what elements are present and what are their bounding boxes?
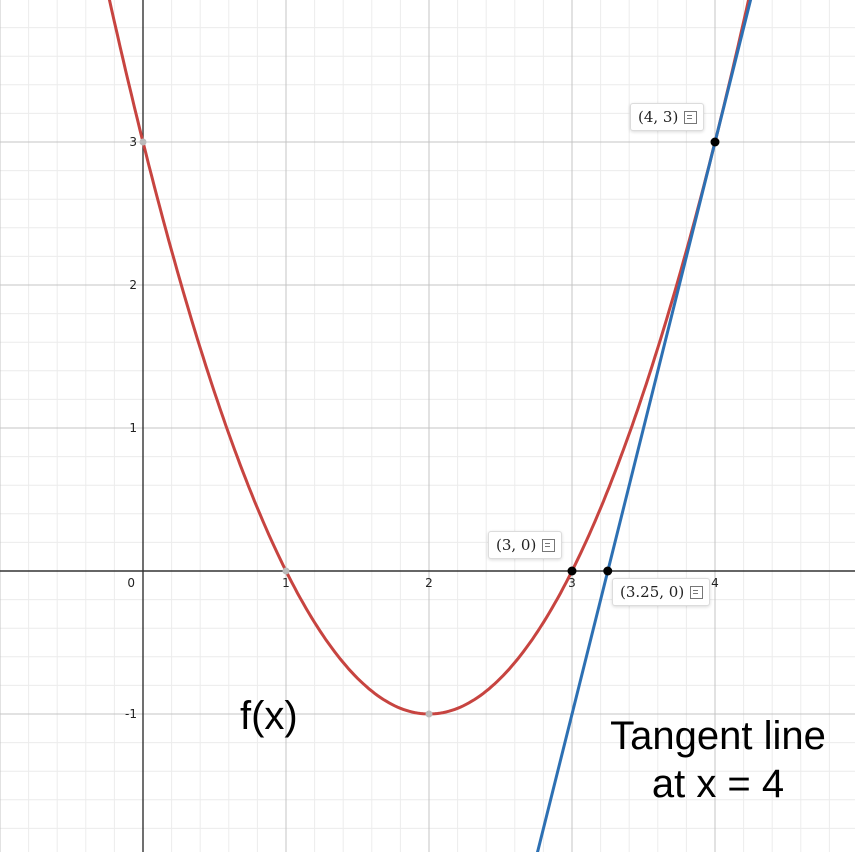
- curve-feature-point: [139, 138, 147, 146]
- curve-feature-point: [282, 567, 290, 575]
- point-label-3-0-text: (3, 0): [496, 536, 537, 554]
- y-tick-label: 1: [129, 421, 137, 435]
- note-icon[interactable]: [690, 585, 704, 599]
- curve-feature-point: [425, 710, 433, 718]
- tangent-label-line1: Tangent line: [610, 714, 826, 758]
- point-label-3-0[interactable]: (3, 0): [488, 531, 563, 559]
- x-tick-label: 4: [711, 576, 719, 590]
- data-point: [567, 566, 577, 576]
- data-point: [710, 137, 720, 147]
- data-point: [603, 566, 613, 576]
- points: [139, 137, 720, 718]
- x-tick-label: 1: [282, 576, 290, 590]
- y-tick-label: 2: [129, 278, 137, 292]
- note-icon[interactable]: [542, 538, 556, 552]
- point-label-4-3-text: (4, 3): [638, 108, 679, 126]
- tick-labels: 0 1 2 3 4 -1 1 2 3: [125, 135, 719, 721]
- tick-label-origin: 0: [127, 576, 135, 590]
- note-icon[interactable]: [684, 110, 698, 124]
- x-tick-label: 3: [568, 576, 576, 590]
- y-tick-label: -1: [125, 707, 137, 721]
- y-tick-label: 3: [129, 135, 137, 149]
- point-label-3-25-0-text: (3.25, 0): [620, 583, 685, 601]
- x-tick-label: 2: [425, 576, 433, 590]
- point-label-3-25-0[interactable]: (3.25, 0): [612, 578, 711, 606]
- tangent-label-line2: at x = 4: [651, 762, 785, 806]
- curve-label: f(x): [240, 694, 298, 738]
- tangent-label: Tangent line at x = 4: [598, 712, 838, 808]
- point-label-4-3[interactable]: (4, 3): [630, 103, 705, 131]
